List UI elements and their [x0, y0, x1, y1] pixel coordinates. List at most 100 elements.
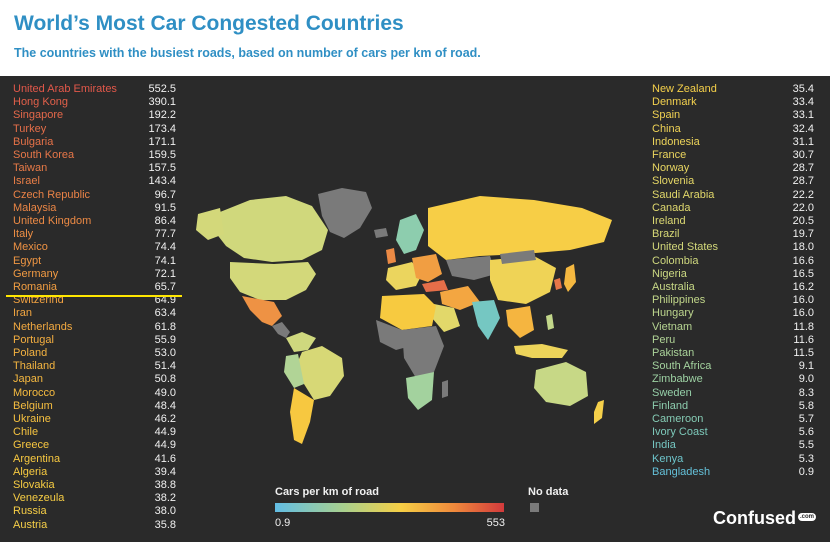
region-mongolia: [500, 250, 536, 264]
list-item: Egypt 74.1: [13, 255, 176, 268]
country-name: China: [652, 122, 681, 135]
country-name: Argentina: [13, 452, 61, 465]
region-middle-east: [440, 286, 480, 310]
country-name: Vietnam: [652, 320, 693, 333]
no-data-swatch: [530, 503, 539, 512]
region-india: [472, 300, 500, 340]
region-central-asia: [446, 256, 496, 280]
country-name: Switzerlnd: [13, 294, 64, 307]
country-name: Portugal: [13, 333, 54, 346]
region-mexico: [242, 296, 282, 326]
no-data-legend: No data: [528, 486, 608, 526]
country-value: 143.4: [148, 175, 176, 188]
country-name: Sweden: [652, 386, 692, 399]
list-item: India 5.5: [652, 439, 814, 452]
list-item: United Kingdom 86.4: [13, 215, 176, 228]
country-value: 173.4: [148, 122, 176, 135]
country-value: 74.1: [154, 254, 176, 267]
country-value: 5.6: [798, 426, 814, 439]
country-value: 5.7: [798, 413, 814, 425]
country-name: Nigeria: [652, 267, 687, 280]
region-argentina-chile: [290, 388, 314, 444]
legend-title: Cars per km of road: [275, 486, 379, 498]
country-name: Netherlands: [13, 320, 73, 333]
country-value: 16.6: [792, 254, 814, 267]
country-value: 46.2: [154, 413, 176, 425]
country-value: 28.7: [792, 162, 814, 175]
region-saudi-arabia: [432, 304, 460, 332]
list-item: United Arab Emirates 552.5: [13, 83, 176, 96]
country-name: Hungary: [652, 307, 694, 320]
country-value: 35.4: [792, 83, 814, 95]
country-name: Mexico: [13, 241, 48, 254]
country-name: Belgium: [13, 399, 53, 412]
region-indonesia: [514, 344, 568, 358]
country-value: 390.1: [148, 96, 176, 109]
country-value: 8.3: [798, 386, 814, 399]
country-name: Denmark: [652, 96, 697, 109]
country-value: 5.5: [798, 439, 814, 452]
country-value: 9.0: [798, 373, 814, 386]
country-value: 159.5: [148, 149, 176, 161]
list-item: Finland 5.8: [652, 400, 814, 413]
list-item: Venezeula 38.2: [13, 492, 176, 505]
list-item: Vietnam 11.8: [652, 321, 814, 334]
country-name: United States: [652, 241, 719, 254]
region-brazil: [296, 346, 344, 400]
country-value: 35.8: [154, 518, 176, 531]
country-value: 50.8: [154, 373, 176, 386]
list-item: Netherlands 61.8: [13, 321, 176, 334]
list-item: Bangladesh 0.9: [652, 466, 814, 479]
country-name: Bangladesh: [652, 465, 711, 478]
list-item: Hong Kong 390.1: [13, 96, 176, 109]
country-value: 32.4: [792, 122, 814, 135]
list-item: Brazil 19.7: [652, 228, 814, 241]
header: World’s Most Car Congested Countries The…: [0, 0, 830, 76]
list-item: Algeria 39.4: [13, 466, 176, 479]
list-item: Greece 44.9: [13, 439, 176, 452]
highlight-line: [6, 295, 182, 297]
legend-max-label: 553: [486, 517, 505, 529]
list-item: Slovenia 28.7: [652, 175, 814, 188]
region-scandinavia: [396, 214, 424, 254]
country-name: Cameroon: [652, 413, 704, 425]
country-value: 38.0: [154, 505, 176, 518]
country-value: 11.5: [793, 347, 814, 359]
region-australia: [534, 362, 588, 406]
country-name: Egypt: [13, 254, 42, 267]
country-name: Brazil: [652, 228, 680, 241]
region-north-africa: [380, 294, 436, 330]
list-item: Singapore 192.2: [13, 109, 176, 122]
legend-min-label: 0.9: [275, 517, 291, 529]
country-name: Germany: [13, 267, 59, 280]
country-value: 44.9: [154, 439, 176, 452]
country-value: 16.5: [792, 267, 814, 280]
country-name: Poland: [13, 347, 48, 359]
region-iceland: [374, 228, 388, 238]
list-item: Taiwan 157.5: [13, 162, 176, 175]
list-item: Colombia 16.6: [652, 255, 814, 268]
list-item: Russia 38.0: [13, 505, 176, 518]
country-value: 19.7: [792, 228, 814, 241]
list-item: New Zealand 35.4: [652, 83, 814, 96]
region-china: [490, 256, 556, 304]
country-name: France: [652, 149, 687, 161]
country-name: Romania: [13, 281, 58, 293]
list-item: Cameroon 5.7: [652, 413, 814, 426]
brand-suffix: .com: [797, 513, 816, 521]
country-value: 16.0: [792, 307, 814, 320]
country-value: 22.2: [792, 188, 814, 201]
region-madagascar: [442, 380, 448, 398]
country-value: 33.4: [792, 96, 814, 109]
list-item: Iran 63.4: [13, 307, 176, 320]
country-value: 30.7: [792, 149, 814, 161]
list-item: Spain 33.1: [652, 109, 814, 122]
list-item: Ivory Coast 5.6: [652, 426, 814, 439]
country-name: Israel: [13, 175, 40, 188]
country-value: 51.4: [154, 360, 176, 373]
list-item: Turkey 173.4: [13, 123, 176, 136]
region-korea: [554, 278, 562, 290]
country-name: India: [652, 439, 676, 452]
region-philippines: [546, 314, 554, 330]
region-new-zealand: [594, 400, 604, 424]
